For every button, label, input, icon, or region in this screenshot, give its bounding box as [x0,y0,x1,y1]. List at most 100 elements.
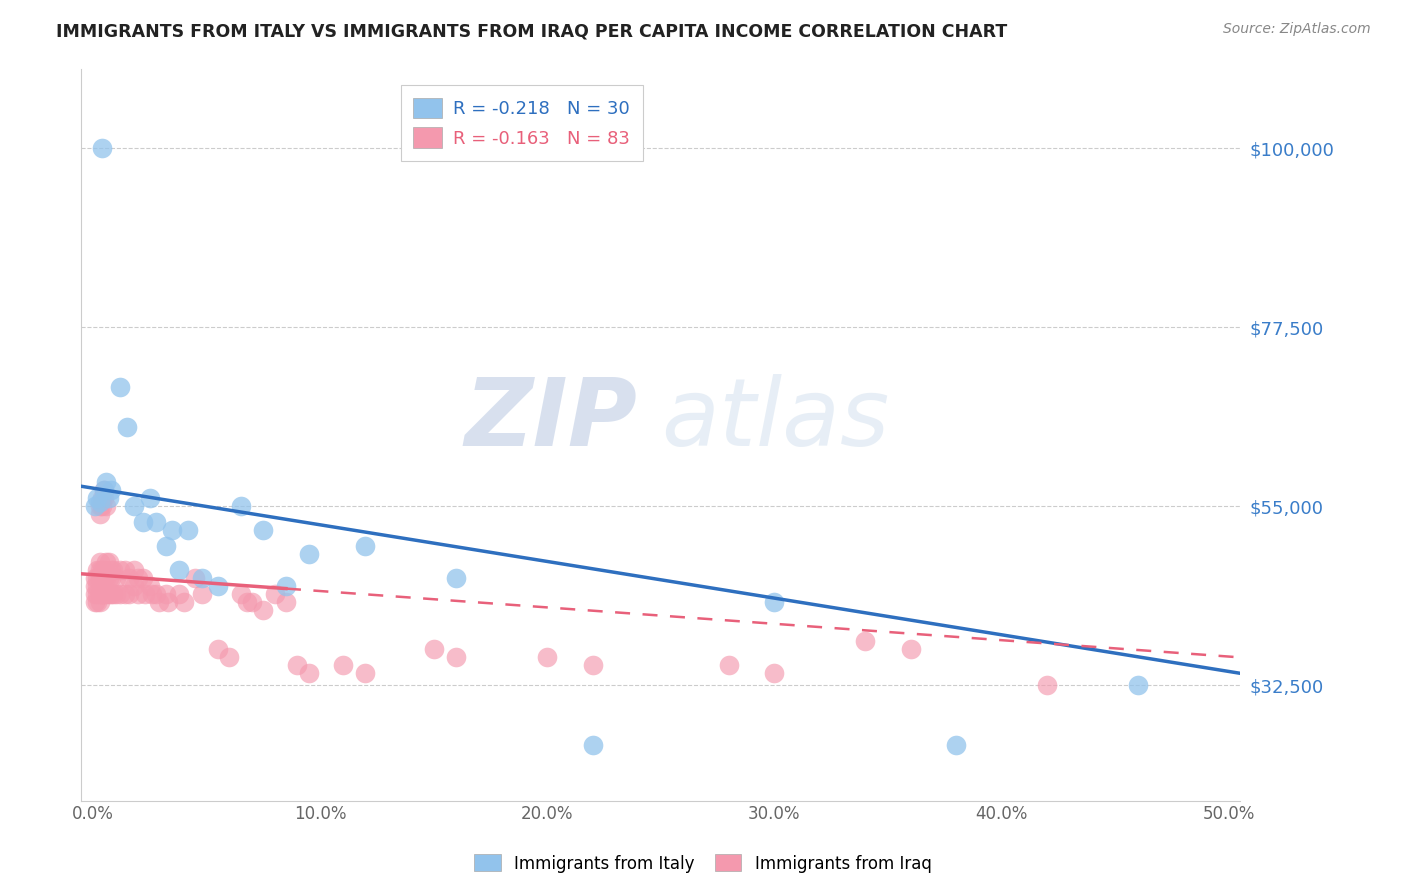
Point [177,523,200,537]
Point [91,491,114,506]
Point [127,571,149,585]
Point [263,587,285,601]
Point [114,563,136,577]
Point [945,738,967,752]
Point [900,642,922,657]
Point [354,539,377,553]
Point [93,491,115,506]
Point [138,491,160,506]
Point [122,563,145,577]
Point [422,642,444,657]
Point [122,579,145,593]
Point [763,666,786,681]
Point [122,499,145,513]
Point [86,595,108,609]
Point [84,595,107,609]
Point [91,563,114,577]
Point [84,499,107,513]
Point [93,571,115,585]
Point [218,650,240,665]
Point [89,555,111,569]
Point [91,571,114,585]
Point [97,491,120,506]
Point [118,571,141,585]
Point [138,579,160,593]
Point [853,634,876,648]
Point [86,579,108,593]
Point [162,523,184,537]
Text: ZIP: ZIP [465,374,638,466]
Point [274,595,297,609]
Point [93,483,115,498]
Point [100,587,122,601]
Point [104,587,127,601]
Point [132,571,155,585]
Point [229,499,252,513]
Point [127,587,149,601]
Point [536,650,558,665]
Point [93,587,115,601]
Point [86,491,108,506]
Point [89,595,111,609]
Point [252,602,274,616]
Point [184,571,207,585]
Point [141,587,163,601]
Point [86,587,108,601]
Point [446,650,468,665]
Point [91,587,114,601]
Point [114,587,136,601]
Point [84,587,107,601]
Point [100,563,122,577]
Point [173,595,195,609]
Point [115,419,138,434]
Point [132,515,155,529]
Point [1126,678,1149,692]
Point [332,658,354,673]
Point [240,595,263,609]
Point [84,571,107,585]
Point [274,579,297,593]
Point [84,579,107,593]
Point [167,563,190,577]
Point [108,380,131,394]
Point [89,571,111,585]
Point [167,587,190,601]
Point [108,587,131,601]
Point [118,587,141,601]
Point [100,571,122,585]
Point [108,563,131,577]
Point [145,515,167,529]
Point [103,563,125,577]
Point [252,523,274,537]
Point [155,539,177,553]
Point [354,666,377,681]
Point [89,587,111,601]
Point [1036,678,1059,692]
Point [156,595,179,609]
Point [145,587,167,601]
Point [96,475,118,490]
Text: atlas: atlas [661,375,889,466]
Point [100,483,122,498]
Legend: Immigrants from Italy, Immigrants from Iraq: Immigrants from Italy, Immigrants from I… [468,847,938,880]
Point [93,483,115,498]
Point [298,666,321,681]
Point [93,563,115,577]
Point [96,499,118,513]
Point [97,587,120,601]
Point [86,571,108,585]
Text: Source: ZipAtlas.com: Source: ZipAtlas.com [1223,22,1371,37]
Point [96,571,118,585]
Point [236,595,259,609]
Point [134,587,156,601]
Point [89,495,111,509]
Point [446,571,468,585]
Point [104,571,127,585]
Point [89,507,111,521]
Point [89,499,111,513]
Point [191,587,214,601]
Point [229,587,252,601]
Point [103,587,125,601]
Point [97,571,120,585]
Point [207,642,229,657]
